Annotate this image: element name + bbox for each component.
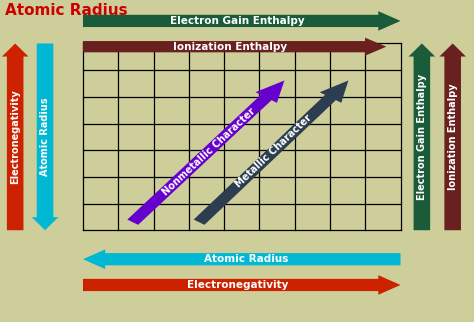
Text: Electronegativity: Electronegativity [10, 90, 20, 184]
Text: Atomic Radius: Atomic Radius [5, 3, 128, 18]
Text: Electron Gain Enthalpy: Electron Gain Enthalpy [417, 74, 427, 200]
FancyArrow shape [409, 43, 435, 230]
FancyArrow shape [2, 43, 28, 230]
FancyArrow shape [128, 80, 284, 225]
FancyArrow shape [83, 38, 386, 56]
Bar [83, 43, 401, 230]
Text: Atomic Radius: Atomic Radius [40, 98, 50, 176]
Text: Nonmetallic Character: Nonmetallic Character [160, 106, 257, 197]
Text: Ionization Enthalpy: Ionization Enthalpy [447, 83, 458, 190]
FancyArrow shape [83, 11, 401, 31]
FancyArrow shape [194, 80, 348, 225]
FancyArrow shape [83, 250, 401, 269]
FancyArrow shape [83, 275, 401, 295]
Text: Metallic Character: Metallic Character [234, 113, 314, 190]
FancyArrow shape [439, 43, 466, 230]
FancyArrow shape [32, 43, 58, 230]
Text: Electron Gain Enthalpy: Electron Gain Enthalpy [170, 16, 305, 26]
Text: Electronegativity: Electronegativity [187, 280, 288, 290]
Text: Ionization Enthalpy: Ionization Enthalpy [173, 42, 287, 52]
Text: Atomic Radius: Atomic Radius [204, 254, 288, 264]
